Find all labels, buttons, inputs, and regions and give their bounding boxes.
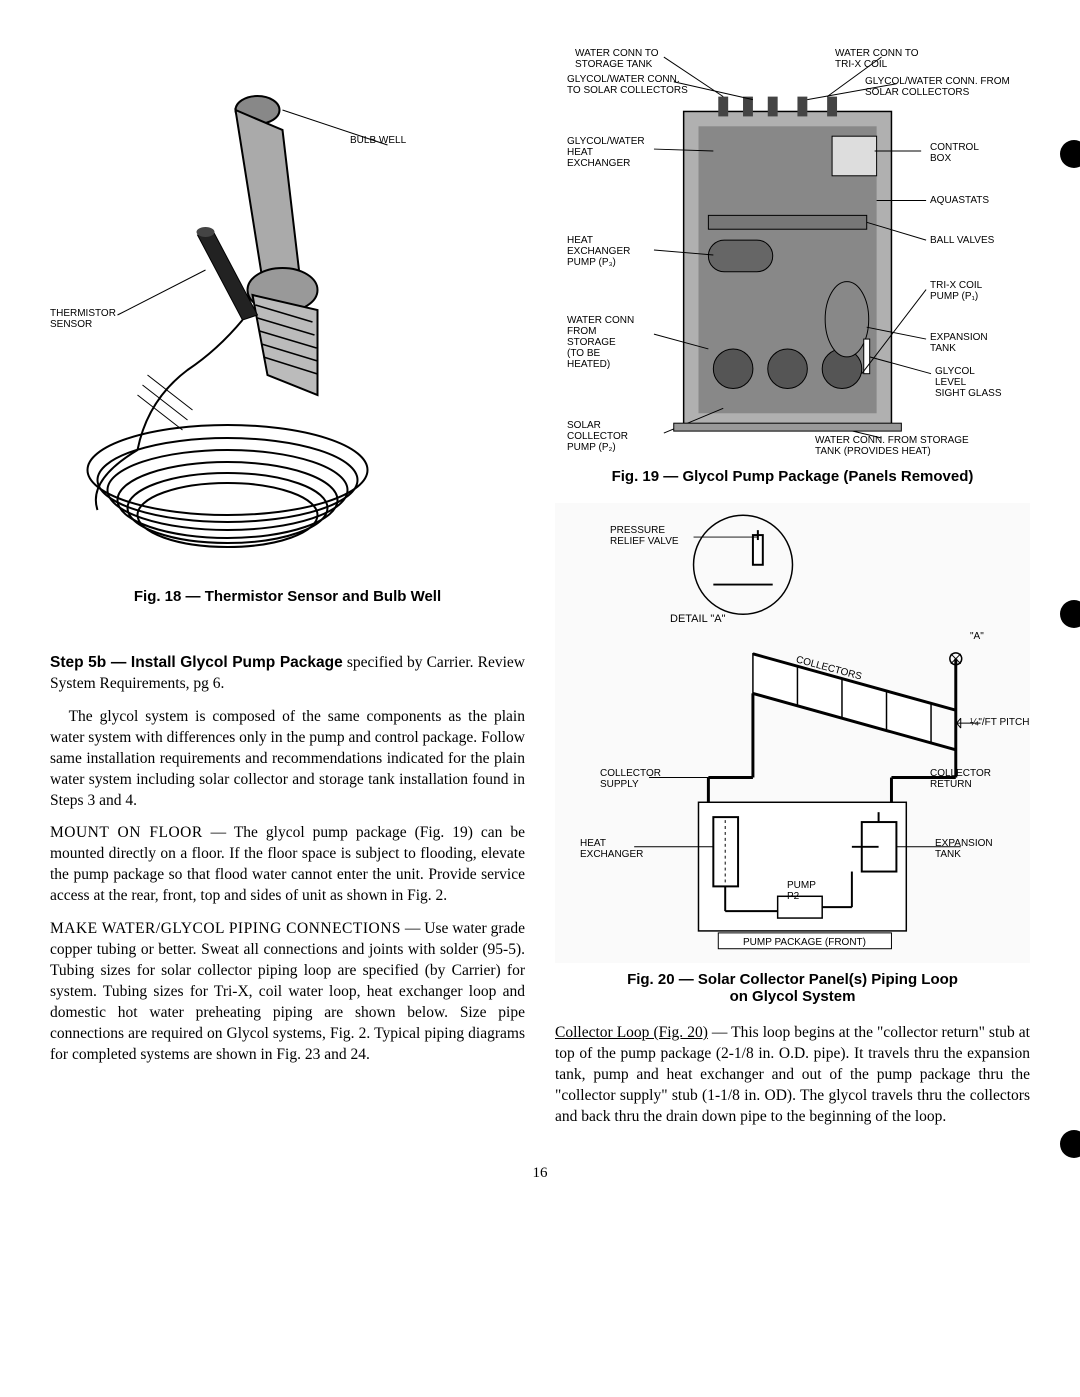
label-glycol-conn-from: GLYCOL/WATER CONN. FROM SOLAR COLLECTORS <box>865 76 1010 98</box>
label-heat-exchanger: HEAT EXCHANGER <box>580 838 643 860</box>
left-column: BULB WELL THERMISTOR SENSOR Fig. 18 — Th… <box>50 40 525 1140</box>
make-para: MAKE WATER/GLYCOL PIPING CONNECTIONS — U… <box>50 919 525 1065</box>
page-number: 16 <box>50 1165 1030 1182</box>
page-grid: BULB WELL THERMISTOR SENSOR Fig. 18 — Th… <box>50 40 1030 1140</box>
label-ball-valves: BALL VALVES <box>930 235 994 246</box>
collector-loop-heading: Collector Loop (Fig. 20) <box>555 1024 708 1041</box>
collector-loop-para: Collector Loop (Fig. 20) — This loop beg… <box>555 1023 1030 1128</box>
right-column: WATER CONN TO STORAGE TANK WATER CONN TO… <box>555 40 1030 1140</box>
hole-punch <box>1060 140 1080 168</box>
label-pressure-relief: PRESSURE RELIEF VALVE <box>610 525 679 547</box>
label-glycol-heat-ex: GLYCOL/WATER HEAT EXCHANGER <box>567 136 645 169</box>
mount-heading: MOUNT ON FLOOR <box>50 824 203 841</box>
label-water-conn-storage-provides: WATER CONN. FROM STORAGE TANK (PROVIDES … <box>815 435 969 457</box>
make-rest: — Use water grade copper tubing or bette… <box>50 920 525 1063</box>
label-expansion-tank: EXPANSION TANK <box>930 332 988 354</box>
fig18-caption: Fig. 18 — Thermistor Sensor and Bulb Wel… <box>50 588 525 605</box>
hole-punch <box>1060 1130 1080 1158</box>
label-collector-return: COLLECTOR RETURN <box>930 768 991 790</box>
label-bulb-well: BULB WELL <box>350 135 406 146</box>
label-pump-p2: PUMP P2 <box>787 880 816 902</box>
figure-20: PRESSURE RELIEF VALVE DETAIL "A" "A" COL… <box>555 503 1030 1005</box>
label-water-conn-storage: WATER CONN TO STORAGE TANK <box>575 48 659 70</box>
figure-19: WATER CONN TO STORAGE TANK WATER CONN TO… <box>555 40 1030 485</box>
label-heat-ex-pump: HEAT EXCHANGER PUMP (P₃) <box>567 235 630 268</box>
label-solar-pump: SOLAR COLLECTOR PUMP (P₂) <box>567 420 628 453</box>
para-glycol-system: The glycol system is composed of the sam… <box>50 707 525 812</box>
label-aquastats: AQUASTATS <box>930 195 989 206</box>
label-control-box: CONTROL BOX <box>930 142 979 164</box>
label-thermistor-sensor: THERMISTOR SENSOR <box>50 308 116 330</box>
label-water-conn-from-storage: WATER CONN FROM STORAGE (TO BE HEATED) <box>567 315 634 370</box>
step5b-para: Step 5b — Install Glycol Pump Package sp… <box>50 653 525 695</box>
figure-19-illustration: WATER CONN TO STORAGE TANK WATER CONN TO… <box>555 40 1030 460</box>
right-body-text: Collector Loop (Fig. 20) — This loop beg… <box>555 1023 1030 1140</box>
fig18-svg <box>50 40 525 580</box>
left-body-text: Step 5b — Install Glycol Pump Package sp… <box>50 653 525 1078</box>
label-trix-pump: TRI-X COIL PUMP (P₁) <box>930 280 982 302</box>
figure-18-illustration: BULB WELL THERMISTOR SENSOR <box>50 40 525 580</box>
label-pump-package: PUMP PACKAGE (FRONT) <box>743 937 866 948</box>
label-pitch: ¼"/FT PITCH <box>970 717 1029 728</box>
label-detail-a: DETAIL "A" <box>670 613 726 625</box>
step5b-heading: Step 5b — Install Glycol Pump Package <box>50 654 343 671</box>
label-glycol-sight: GLYCOL LEVEL SIGHT GLASS <box>935 366 1002 399</box>
figure-18: BULB WELL THERMISTOR SENSOR Fig. 18 — Th… <box>50 40 525 605</box>
mount-para: MOUNT ON FLOOR — The glycol pump package… <box>50 823 525 907</box>
hole-punch <box>1060 600 1080 628</box>
label-a-mark: "A" <box>970 631 984 642</box>
fig20-caption: Fig. 20 — Solar Collector Panel(s) Pipin… <box>555 971 1030 1005</box>
make-heading: MAKE WATER/GLYCOL PIPING CONNECTIONS <box>50 920 401 937</box>
figure-20-illustration: PRESSURE RELIEF VALVE DETAIL "A" "A" COL… <box>555 503 1030 963</box>
fig19-caption: Fig. 19 — Glycol Pump Package (Panels Re… <box>555 468 1030 485</box>
label-glycol-conn-to: GLYCOL/WATER CONN. TO SOLAR COLLECTORS <box>567 74 688 96</box>
label-collector-supply: COLLECTOR SUPPLY <box>600 768 661 790</box>
label-expansion-tank-20: EXPANSION TANK <box>935 838 993 860</box>
label-water-conn-trix: WATER CONN TO TRI-X COIL <box>835 48 919 70</box>
